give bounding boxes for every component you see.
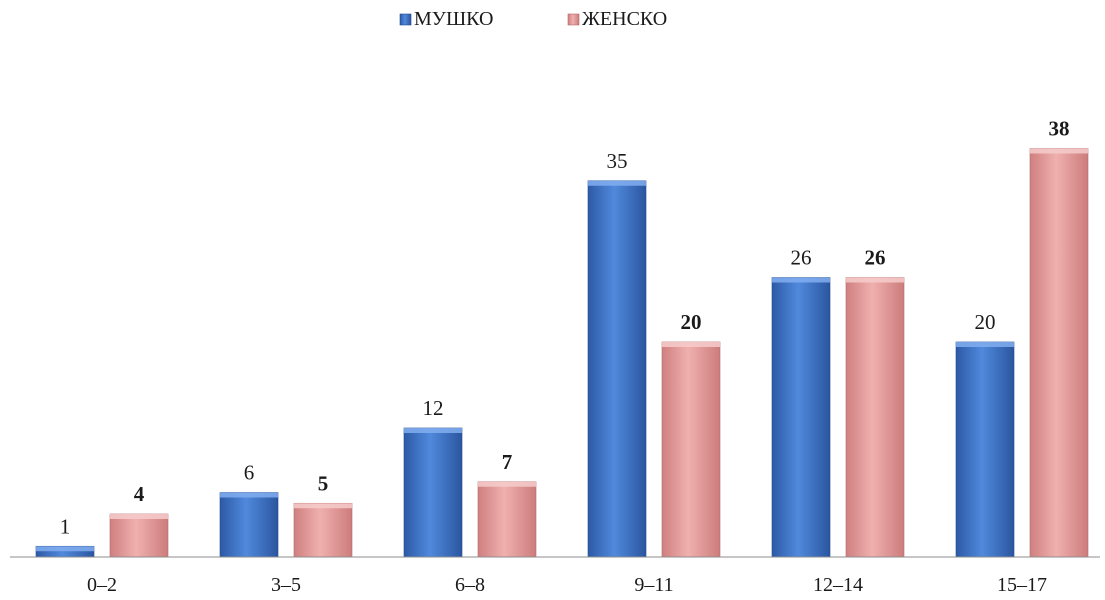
bar-cap-s1-5 xyxy=(1030,148,1088,154)
bar-s1-5 xyxy=(1029,148,1089,558)
data-label-s1-2: 7 xyxy=(502,450,513,474)
data-label-s0-4: 26 xyxy=(791,246,812,270)
data-label-s0-5: 20 xyxy=(975,310,996,334)
data-label-s1-1: 5 xyxy=(318,471,329,495)
data-label-s0-1: 6 xyxy=(244,461,255,485)
legend-label-1: ЖЕНСКО xyxy=(582,8,667,30)
bar-cap-s0-3 xyxy=(588,180,646,186)
bar-cap-s1-3 xyxy=(662,342,720,347)
x-tick-label-2: 6–8 xyxy=(455,574,485,596)
bar-cap-s0-5 xyxy=(956,342,1014,347)
legend: МУШКО ЖЕНСКО xyxy=(399,8,667,30)
legend-label-0: МУШКО xyxy=(414,8,493,30)
bar-s1-2 xyxy=(477,481,537,558)
x-tick-label-4: 12–14 xyxy=(813,574,863,596)
data-label-s0-0: 1 xyxy=(60,514,71,538)
bar-s0-1 xyxy=(219,492,279,558)
labels-group: 1 4 0–2 6 5 3–5 12 7 6–8 35 20 9–11 26 26 12–14 20 38 15–… xyxy=(60,117,1070,597)
x-tick-label-5: 15–17 xyxy=(997,574,1047,596)
bar-cap-s0-1 xyxy=(220,492,278,498)
bar-s1-4 xyxy=(845,277,905,558)
bar-cap-s0-4 xyxy=(772,277,830,283)
data-label-s1-3: 20 xyxy=(681,310,702,334)
bar-cap-s1-4 xyxy=(846,277,904,283)
bar-cap-s1-0 xyxy=(110,514,168,519)
bar-s0-2 xyxy=(403,427,463,558)
bar-s1-0 xyxy=(109,513,169,558)
x-tick-label-0: 0–2 xyxy=(87,574,117,596)
data-label-s1-0: 4 xyxy=(134,482,145,506)
bar-s0-4 xyxy=(771,277,831,558)
bar-s0-3 xyxy=(587,180,647,558)
data-label-s0-3: 35 xyxy=(607,149,628,173)
bar-s1-1 xyxy=(293,502,353,558)
legend-swatch-0 xyxy=(399,13,412,26)
data-label-s1-4: 26 xyxy=(865,246,886,270)
bars-group xyxy=(35,148,1089,558)
x-tick-label-1: 3–5 xyxy=(271,574,301,596)
x-tick-label-3: 9–11 xyxy=(634,574,673,596)
legend-swatch-1 xyxy=(567,13,580,26)
data-label-s1-5: 38 xyxy=(1049,117,1070,141)
data-label-s0-2: 12 xyxy=(423,396,444,420)
bar-cap-s0-0 xyxy=(36,546,94,552)
bar-cap-s1-1 xyxy=(294,503,352,509)
bar-cap-s0-2 xyxy=(404,428,462,433)
bar-s0-5 xyxy=(955,341,1015,558)
bar-s1-3 xyxy=(661,341,721,558)
bar-cap-s1-2 xyxy=(478,481,536,487)
